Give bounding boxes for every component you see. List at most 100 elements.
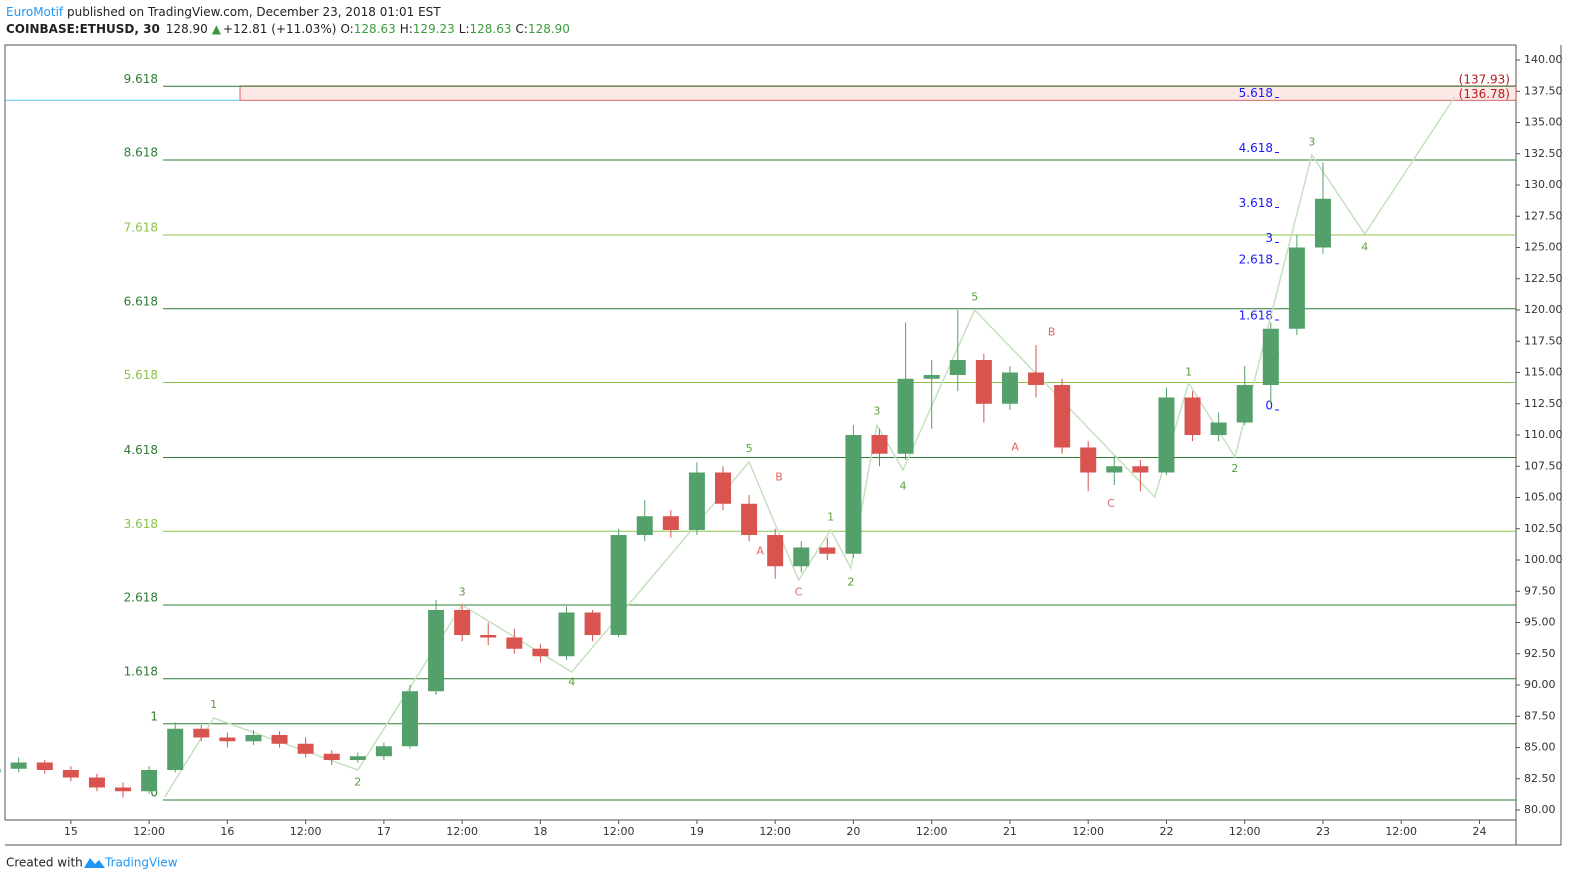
symbol: COINBASE:ETHUSD, 30 <box>6 22 160 36</box>
y-tick-label: 100.00 <box>1524 553 1563 566</box>
last-price: 128.90 <box>166 22 208 36</box>
wave-label: 4 <box>1361 241 1368 254</box>
candle-body <box>454 610 471 635</box>
candle-body <box>88 777 105 788</box>
wave-label: 4 <box>568 676 575 689</box>
candle-body <box>949 360 966 375</box>
y-tick-label: 117.50 <box>1524 334 1563 347</box>
y-tick-label: 112.50 <box>1524 397 1563 410</box>
target-zone <box>239 85 1517 101</box>
candle-body <box>506 637 523 649</box>
y-tick-label: 135.00 <box>1524 116 1563 129</box>
candle-body <box>36 762 53 770</box>
ext-label: 5.618 <box>1239 86 1273 100</box>
candle-body <box>688 472 705 530</box>
x-tick-label: 16 <box>220 825 234 838</box>
wave-label: 2 <box>354 776 361 789</box>
ext-label: 4.618 <box>1239 141 1273 155</box>
candle-body <box>1158 397 1175 473</box>
candle-body <box>1106 466 1123 473</box>
y-tick-label: 120.00 <box>1524 303 1563 316</box>
author[interactable]: EuroMotif <box>6 5 64 19</box>
fib-label: 0 <box>150 786 158 800</box>
candle-body <box>1236 385 1253 423</box>
candle-body <box>271 735 288 744</box>
ext-label: 3.618 <box>1239 196 1273 210</box>
fib-label: 1 <box>150 709 158 723</box>
candle-body <box>167 728 184 770</box>
candle-body <box>584 612 601 635</box>
fib-label: 3.618 <box>124 517 158 531</box>
candle-body <box>871 435 888 454</box>
fib-label: 5.618 <box>124 368 158 382</box>
fib-label: 7.618 <box>124 221 158 235</box>
candle-body <box>141 770 158 792</box>
footer-text: Created with <box>6 856 83 870</box>
plot-frame <box>4 44 1517 821</box>
y-tick-label: 82.50 <box>1524 772 1556 785</box>
y-tick-label: 107.50 <box>1524 459 1563 472</box>
y-tick-label: 125.00 <box>1524 241 1563 254</box>
y-tick-label: 95.00 <box>1524 616 1556 629</box>
y-tick-label: 97.50 <box>1524 584 1556 597</box>
y-tick-label: 115.00 <box>1524 366 1563 379</box>
y-tick-label: 110.00 <box>1524 428 1563 441</box>
x-tick-label: 21 <box>1003 825 1017 838</box>
x-tick-label: 22 <box>1159 825 1173 838</box>
footer-brand[interactable]: TradingView <box>104 856 178 870</box>
ext-label: 0 <box>1265 399 1273 413</box>
zone-lower-label: (136.78) <box>1459 87 1510 101</box>
candle-body <box>323 753 340 760</box>
open: 128.63 <box>354 22 396 36</box>
candle-body <box>793 547 810 567</box>
x-tick-label: 20 <box>846 825 860 838</box>
y-tick-label: 130.00 <box>1524 178 1563 191</box>
candle-body <box>636 516 653 535</box>
wave-label: 2 <box>1231 462 1238 475</box>
close: 128.90 <box>528 22 570 36</box>
x-tick-label: 12:00 <box>446 825 478 838</box>
x-tick-label: 12:00 <box>759 825 791 838</box>
y-tick-label: 102.50 <box>1524 522 1563 535</box>
candle-body <box>401 691 418 747</box>
wave-label: A <box>1011 441 1019 454</box>
x-tick-label: 12:00 <box>916 825 948 838</box>
candle-body <box>1288 247 1305 329</box>
x-tick-label: 15 <box>64 825 78 838</box>
x-tick-label: 24 <box>1472 825 1486 838</box>
y-tick-label: 132.50 <box>1524 147 1563 160</box>
x-tick-label: 12:00 <box>290 825 322 838</box>
candle-body <box>245 735 262 742</box>
fib-label: 6.618 <box>124 294 158 308</box>
y-tick-label: 137.50 <box>1524 84 1563 97</box>
y-tick-label: 122.50 <box>1524 272 1563 285</box>
candle-body <box>975 360 992 404</box>
arrow: ▲ <box>212 22 222 36</box>
fib-label: 4.618 <box>124 443 158 457</box>
wave-label: 1 <box>827 511 834 524</box>
candle-body <box>558 612 575 657</box>
fib-label: 8.618 <box>124 146 158 160</box>
x-tick-label: 12:00 <box>133 825 165 838</box>
wave-label: 4 <box>899 479 906 492</box>
fib-label: 1.618 <box>124 664 158 678</box>
candle-body <box>532 648 549 657</box>
wave-label: B <box>775 471 783 484</box>
wave-label: 3 <box>1308 136 1315 149</box>
zone-upper-label: (137.93) <box>1459 72 1510 86</box>
candle-body <box>10 762 27 769</box>
y-tick-label: 140.00 <box>1524 53 1563 66</box>
tv-logo <box>84 858 105 868</box>
x-tick-label: 12:00 <box>1072 825 1104 838</box>
wave-label: 5 <box>746 442 753 455</box>
candle-body <box>1080 447 1097 473</box>
candle-body <box>1210 422 1227 435</box>
candle-body <box>845 435 862 554</box>
x-tick-label: 12:00 <box>1229 825 1261 838</box>
ext-label: 1.618 <box>1239 309 1273 323</box>
candle-body <box>662 516 679 530</box>
x-tick-label: 19 <box>690 825 704 838</box>
header-line: EuroMotif published on TradingView.com, … <box>6 5 441 19</box>
